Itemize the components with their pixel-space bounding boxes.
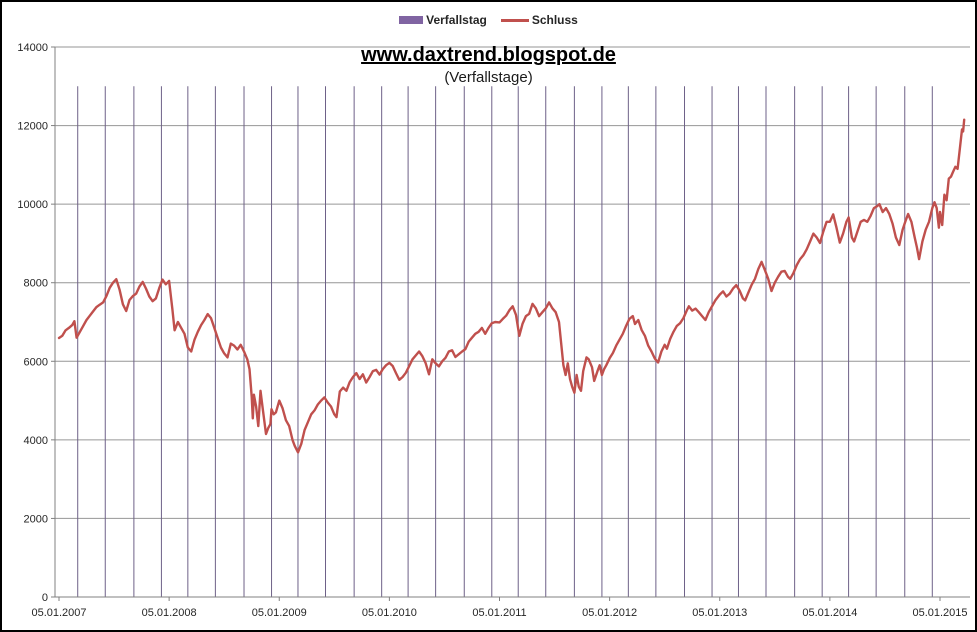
schluss-dax-line xyxy=(57,118,966,454)
x-axis-tick-label: 05.01.2012 xyxy=(582,607,637,619)
x-axis-tick-label: 05.01.2014 xyxy=(802,607,857,619)
y-axis-tick-label: 12000 xyxy=(17,121,48,133)
x-axis-tick-label: 05.01.2008 xyxy=(142,607,197,619)
y-axis-tick-label: 6000 xyxy=(24,356,48,368)
y-axis-tick-label: 0 xyxy=(42,592,48,604)
x-axis-tick-label: 05.01.2010 xyxy=(362,607,417,619)
x-axis-tick-label: 05.01.2007 xyxy=(31,607,86,619)
y-axis-tick-label: 8000 xyxy=(24,278,48,290)
y-axis-tick-label: 2000 xyxy=(24,513,48,525)
y-axis-tick-label: 14000 xyxy=(17,42,48,54)
y-axis-tick-label: 4000 xyxy=(24,435,48,447)
x-axis-tick-label: 05.01.2009 xyxy=(252,607,307,619)
x-axis-tick-label: 05.01.2011 xyxy=(472,607,526,619)
x-axis-tick-label: 05.01.2015 xyxy=(912,607,967,619)
chart-title-link[interactable]: www.daxtrend.blogspot.de xyxy=(361,44,616,66)
y-axis-tick-label: 10000 xyxy=(17,199,48,211)
x-axis-tick-label: 05.01.2013 xyxy=(692,607,747,619)
